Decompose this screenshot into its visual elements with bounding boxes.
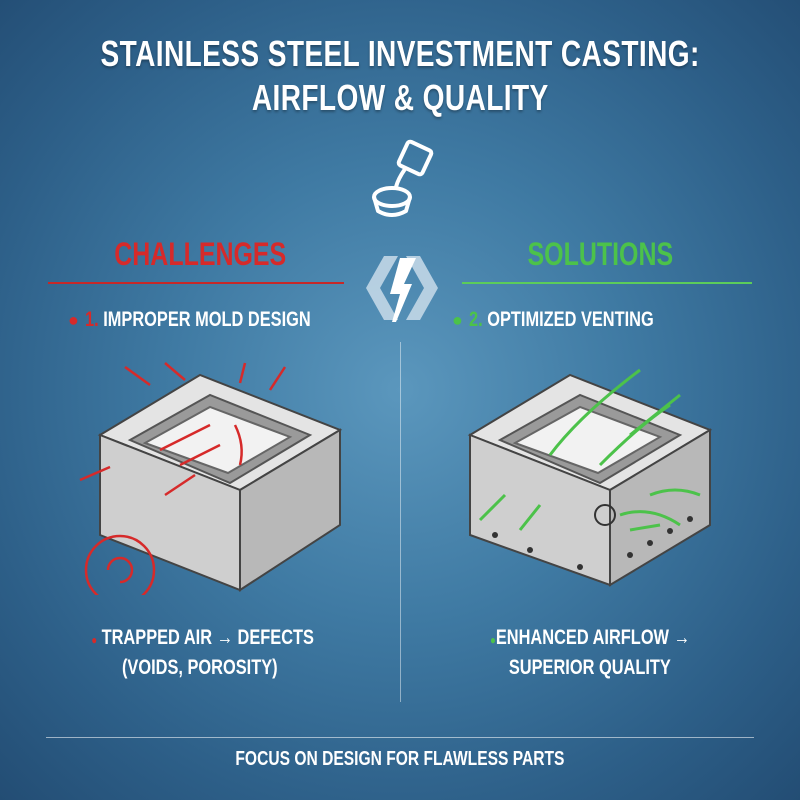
title-line-2: AIRFLOW & QUALITY [251, 77, 549, 118]
footer-text: FOCUS ON DESIGN FOR FLAWLESS PARTS [235, 748, 565, 770]
exchange-arrows-icon [366, 256, 438, 322]
mold-trapped-air-illustration [79, 362, 343, 595]
challenge-item: ● 1. IMPROPER MOLD DESIGN [68, 308, 311, 331]
solution-item: ● 2. OPTIMIZED VENTING [452, 308, 654, 331]
solutions-divider [462, 282, 752, 284]
ladle-pouring-icon [372, 139, 434, 217]
footer-divider [46, 737, 754, 738]
bullet-dot-icon: ● [91, 633, 98, 647]
challenges-heading: CHALLENGES [114, 236, 286, 272]
mold-optimized-venting-illustration [467, 368, 713, 587]
challenge-result: ● TRAPPED AIR → DEFECTS (VOIDS, POROSITY… [91, 626, 314, 679]
center-divider [400, 342, 401, 702]
bullet-dot-icon: ● [68, 310, 79, 330]
solutions-heading: SOLUTIONS [527, 236, 673, 272]
solution-result: ●ENHANCED AIRFLOW → SUPERIOR QUALITY [490, 626, 690, 679]
bullet-dot-icon: ● [490, 633, 496, 647]
bullet-dot-icon: ● [452, 310, 463, 330]
title-line-1: STAINLESS STEEL INVESTMENT CASTING: [100, 33, 700, 74]
challenges-divider [48, 282, 344, 284]
